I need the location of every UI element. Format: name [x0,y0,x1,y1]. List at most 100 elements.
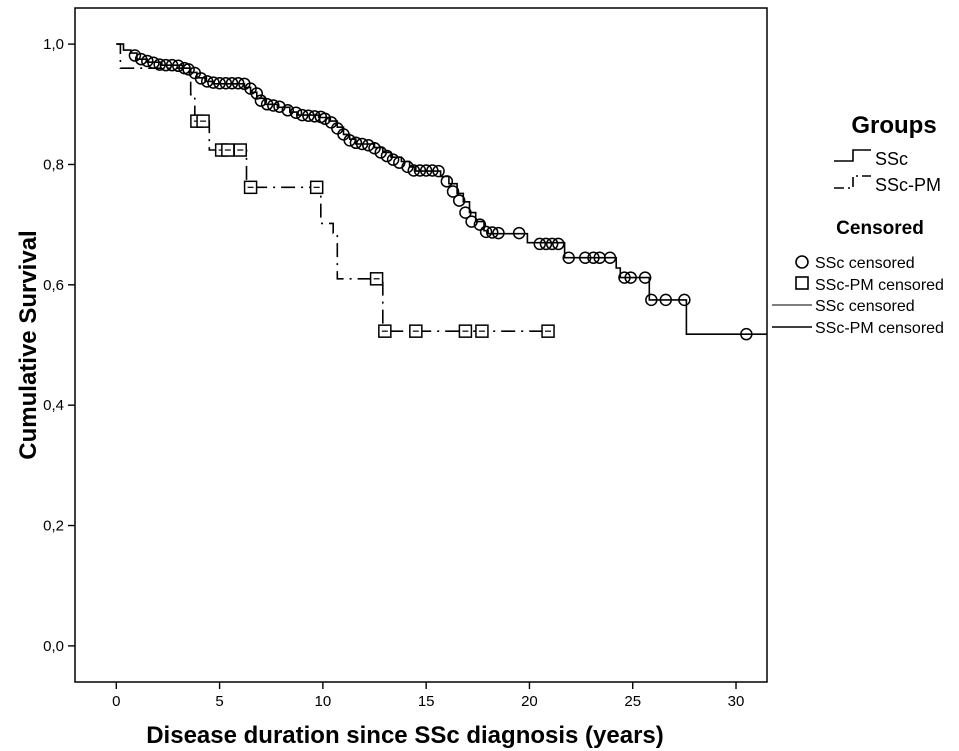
censor-marker-ssc [432,164,445,178]
x-axis-title: Disease duration since SSc diagnosis (ye… [146,722,664,749]
censor-marker-ssc [740,327,753,341]
censor-marker-ssc [374,146,387,159]
y-tick-label: 0,2 [43,518,64,535]
censor-marker-ssc [368,141,381,155]
series-line-ssc-pm [116,43,548,332]
censor-marker-ssc [562,251,575,264]
legend-item-ssc-censored: SSc censored [795,255,915,272]
censor-marker-ssc [638,271,652,284]
censor-marker-ssc [407,164,421,177]
x-tick-label: 15 [418,693,435,710]
censor-marker-ssc [578,251,592,264]
legend-item-ssc-pm: SSc-PM [834,175,941,195]
legend-swatch-ssc-line [834,149,871,162]
series-line-ssc [116,43,767,335]
censor-marker-ssc [618,271,631,284]
censor-marker-ssc [219,76,233,90]
censor-marker-ssc [128,49,142,62]
censor-marker-ssc [318,112,332,125]
censor-marker-ssc [260,98,274,111]
censor-marker-ssc [159,58,173,72]
censor-marker-ssc [254,94,268,107]
legend-item-ssc-pm-censored-line: SSc-PM censored [772,320,944,337]
x-axis: 0 5 10 15 20 25 30 [112,682,744,710]
censor-marker-ssc [194,72,208,85]
censor-marker-ssc [231,76,245,90]
censor-marker-ssc [213,76,226,90]
censor-marker-ssc [413,164,427,177]
censor-marker-ssc [419,164,433,177]
censor-marker-ssc [486,226,499,239]
censor-marker-ssc [492,226,505,240]
legend-square-marker [795,276,809,290]
censor-marker-ssc [273,100,286,113]
censor-marker-ssc [512,226,526,240]
censor-marker-ssc [281,104,295,117]
y-axis: 0,0 0,2 0,4 0,6 0,8 1,0 [43,36,75,655]
censor-marker-ssc [302,109,315,122]
censor-marker-ssc [349,136,363,150]
censor-marker-ssc [343,134,356,147]
legend-censored-heading: Censored [836,218,924,239]
y-tick-label: 0,4 [43,397,64,414]
censor-marker-ssc [380,149,394,163]
censor-marker-ssc [452,194,466,207]
y-tick-label: 0,0 [43,638,64,655]
legend-label-ssc: SSc [875,149,908,169]
x-tick-label: 20 [521,693,538,710]
legend-label-ssc-pm-censored-line: SSc-PM censored [815,320,944,337]
censor-marker-ssc [479,225,493,239]
censor-marker-ssc [401,160,414,174]
legend-item-ssc: SSc [834,149,908,169]
censor-marker-ssc [225,76,239,90]
x-tick-label: 0 [112,693,120,710]
censor-marker-ssc [134,52,148,66]
y-axis-title: Cumulative Survival [15,230,42,459]
censor-marker-ssc [386,153,400,166]
y-tick-label: 0,8 [43,156,64,173]
censor-marker-ssc [426,164,439,177]
censor-marker-ssc [552,237,565,251]
censor-marker-ssc [440,175,454,188]
censor-marker-ssc [446,185,460,198]
censor-marker-ssc [645,293,658,307]
legend-label-ssc-pm: SSc-PM [875,175,941,195]
legend-label-ssc-censored-line: SSc censored [815,298,915,315]
x-tick-label: 10 [315,693,332,710]
censor-marker-ssc [539,237,553,251]
censor-marker-ssc [267,99,280,112]
censor-marker-ssc [624,271,637,284]
censor-marker-ssc [678,293,691,307]
censor-marker-ssc [200,75,214,88]
censor-marker-ssc [295,108,309,122]
legend-item-ssc-pm-censored: SSc-PM censored [795,276,944,294]
legend: Groups SSc SSc-PM Censored SSc censored … [772,112,944,337]
legend-item-ssc-censored-line: SSc censored [772,298,915,315]
censor-marker-ssc [207,76,220,89]
censor-marker-ssc [473,218,487,231]
censor-marker-ssc [141,54,154,68]
censor-marker-ssc [459,206,472,219]
censor-marker-ssc [545,237,559,251]
censor-marker-ssc [465,215,478,228]
censor-marker-ssc [153,58,166,71]
censor-marker-ssc [165,58,179,72]
censor-marker-ssc [659,293,673,307]
plot-frame [74,7,768,683]
legend-swatch-ssc-pm-line [834,175,871,189]
x-tick-label: 5 [215,693,223,710]
y-tick-label: 0,6 [43,277,64,294]
legend-groups-heading: Groups [851,112,936,139]
censor-marker-ssc [362,138,375,152]
x-tick-label: 25 [624,693,641,710]
censor-marker-ssc [289,106,303,119]
x-tick-label: 30 [728,693,745,710]
censor-marker-ssc [355,137,369,151]
censor-marker-ssc [587,251,600,264]
legend-label-ssc-pm-censored: SSc-PM censored [815,277,944,294]
censor-marker-ssc [250,87,264,100]
censor-marker-ssc [533,237,547,251]
censor-marker-ssc [182,63,195,76]
